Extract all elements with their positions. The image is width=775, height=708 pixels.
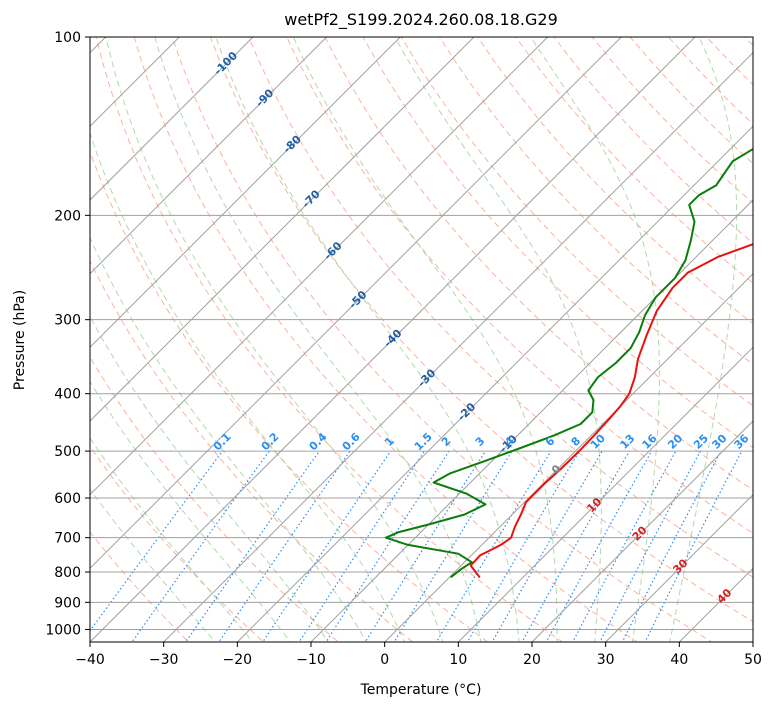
x-axis-label: Temperature (°C) — [360, 682, 482, 698]
isotherm-line — [531, 420, 753, 642]
isotherm-line — [90, 37, 402, 349]
isotherm-line — [90, 37, 254, 201]
isotherm-line — [162, 51, 753, 642]
x-tick-label: 50 — [744, 652, 762, 668]
x-tick-label: 10 — [449, 652, 467, 668]
y-tick-label: 100 — [54, 30, 81, 46]
isotherm-line — [383, 272, 753, 642]
moist-adiabat — [669, 37, 738, 642]
isotherm-line — [90, 37, 623, 570]
moist-adiabat — [394, 37, 602, 642]
x-tick-label: −10 — [296, 652, 326, 668]
y-tick-label: 600 — [54, 491, 81, 507]
y-tick-label: 400 — [54, 387, 81, 403]
isotherm-line — [236, 125, 753, 642]
x-tick-label: −40 — [75, 652, 105, 668]
isotherm-line — [90, 37, 549, 496]
dry-adiabat — [400, 37, 753, 407]
isotherm-line — [310, 199, 753, 642]
moist-adiabat — [90, 437, 254, 642]
plot-frame — [89, 36, 754, 643]
y-tick-label: 800 — [54, 565, 81, 581]
moist-adiabat — [90, 131, 406, 642]
moist-adiabat — [105, 37, 444, 642]
y-axis-label: Pressure (hPa) — [12, 290, 28, 390]
isotherm-line — [457, 346, 753, 642]
y-tick-label: 300 — [54, 313, 81, 329]
moist-adiabat — [90, 236, 367, 642]
y-tick-label: 1000 — [45, 622, 81, 638]
moist-adiabat — [154, 37, 482, 642]
temperature-line — [469, 243, 753, 578]
x-tick-label: 20 — [523, 652, 541, 668]
x-tick-label: 30 — [597, 652, 615, 668]
moist-adiabat — [90, 315, 329, 642]
dewpoint-line — [384, 147, 753, 578]
moist-adiabat — [215, 37, 520, 642]
isotherm-line — [90, 37, 696, 642]
moist-adiabat — [292, 37, 558, 642]
y-tick-label: 700 — [54, 531, 81, 547]
y-tick-label: 200 — [54, 208, 81, 224]
isotherm-line — [90, 37, 328, 275]
x-tick-label: 40 — [670, 652, 688, 668]
chart-title: wetPf2_S199.2024.260.08.18.G29 — [284, 10, 558, 30]
y-tick-label: 500 — [54, 444, 81, 460]
dry-adiabat — [362, 37, 753, 449]
x-tick-label: −30 — [149, 652, 179, 668]
y-tick-label: 900 — [54, 595, 81, 611]
x-tick-label: 0 — [380, 652, 389, 668]
x-tick-label: −20 — [223, 652, 253, 668]
moist-adiabat — [90, 380, 291, 642]
moist-adiabat — [90, 488, 216, 642]
dry-adiabat — [324, 37, 753, 491]
dry-adiabat — [438, 37, 753, 366]
isotherm-line — [90, 37, 475, 422]
isotherm-line — [604, 493, 753, 642]
